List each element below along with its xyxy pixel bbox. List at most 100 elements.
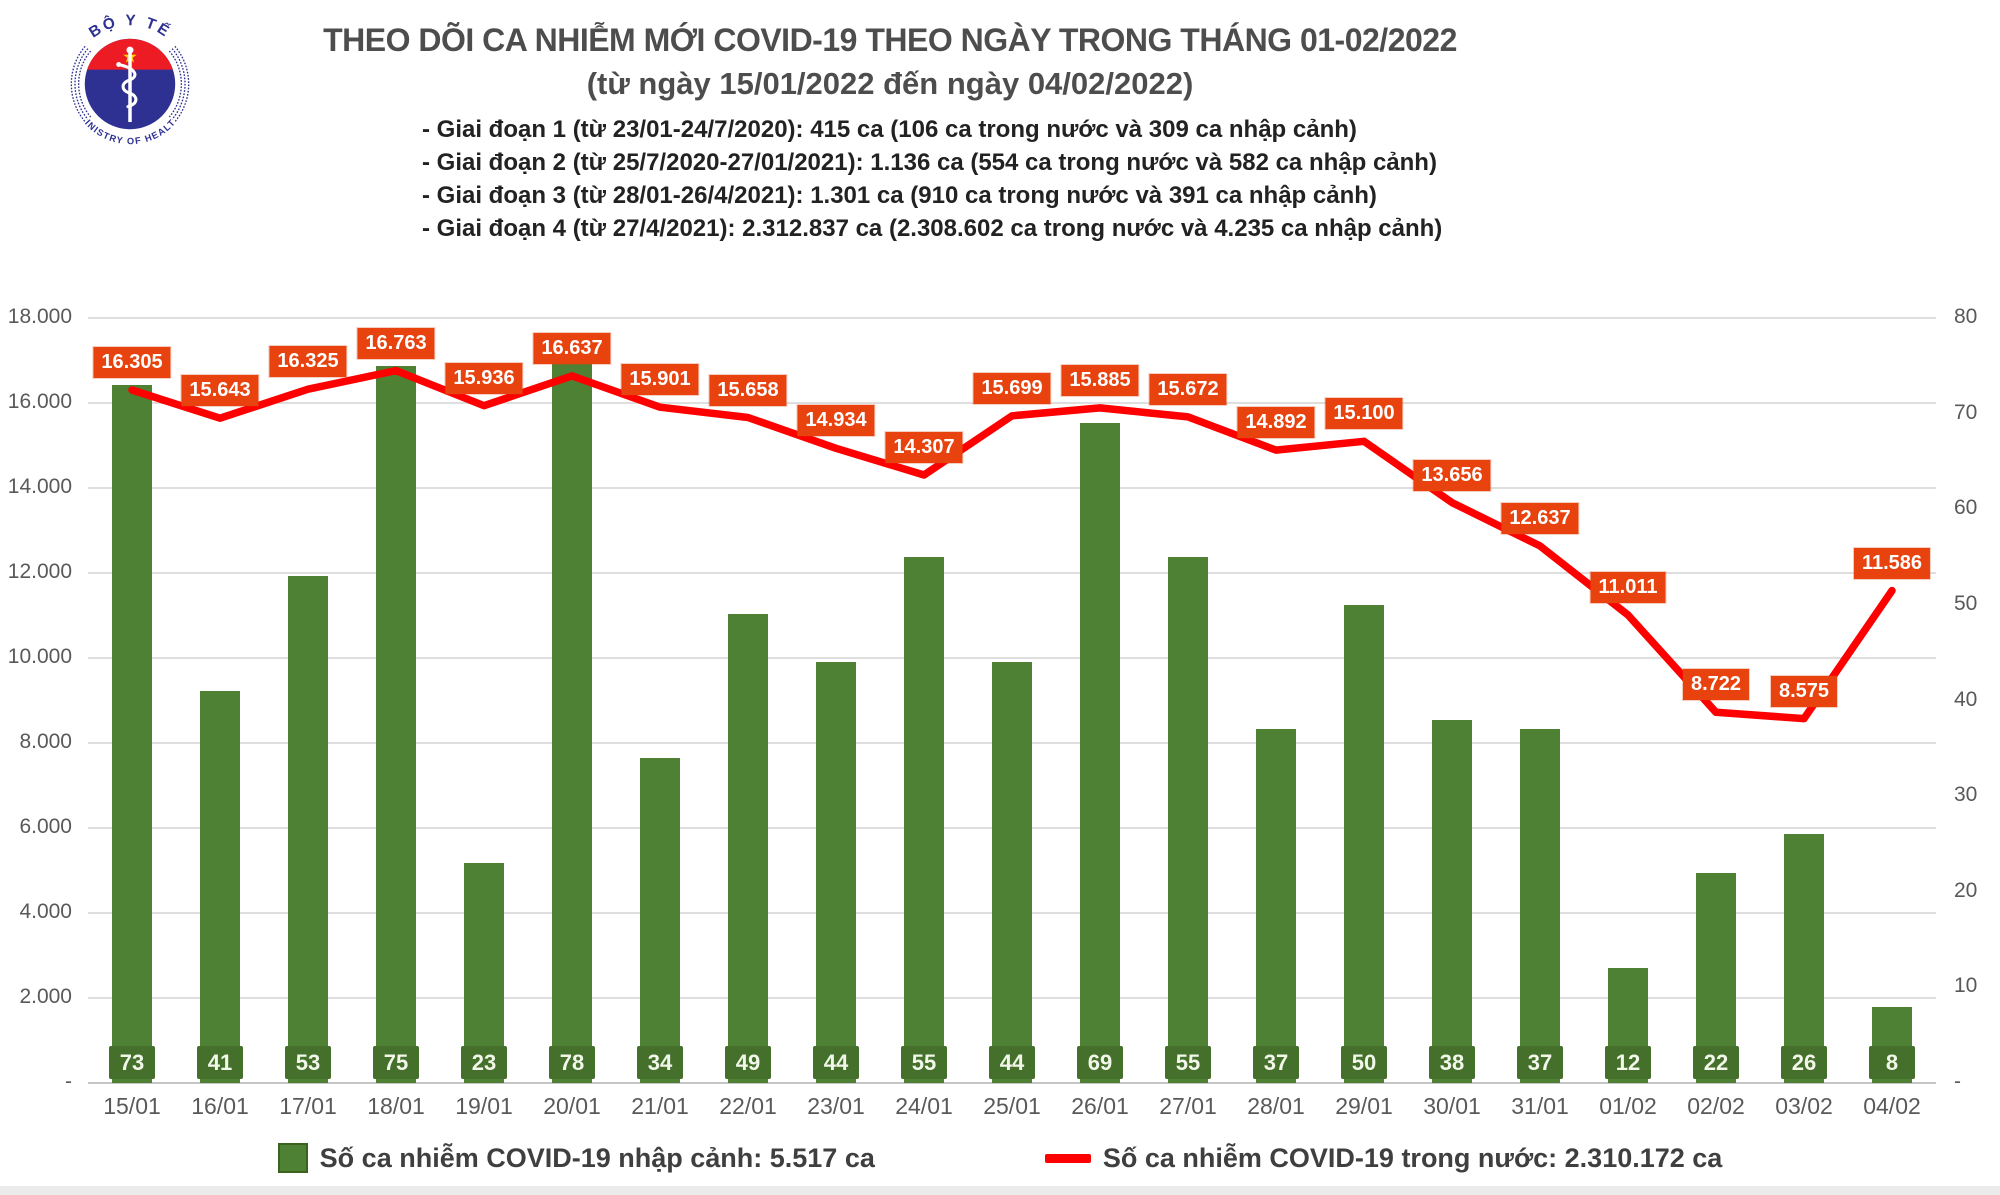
y-axis-left-tick: 12.000: [7, 560, 72, 583]
x-axis-date-label: 15/01: [103, 1093, 161, 1119]
imported-cases-value-label: 37: [1253, 1046, 1299, 1079]
y-axis-left-tick: 18.000: [7, 305, 72, 328]
x-axis-date-label: 20/01: [543, 1093, 601, 1119]
imported-cases-value-label: 34: [637, 1046, 683, 1079]
x-axis-date-label: 26/01: [1071, 1093, 1129, 1119]
phase-note-3: - Giai đoạn 3 (từ 28/01-26/4/2021): 1.30…: [422, 182, 1377, 209]
x-axis-date-label: 04/02: [1863, 1093, 1921, 1119]
y-axis-right-tick: 40: [1954, 687, 1978, 711]
domestic-cases-point-label: 14.892: [1237, 407, 1315, 439]
imported-cases-bar: [552, 337, 592, 1083]
imported-cases-bar: [1520, 729, 1560, 1083]
y-axis-right-tick: 30: [1954, 783, 1978, 807]
y-axis-left-tick: 8.000: [19, 730, 72, 753]
domestic-cases-point-label: 14.934: [797, 405, 875, 437]
domestic-cases-point-label: 8.722: [1682, 669, 1750, 701]
y-axis-left-tick: 16.000: [7, 390, 72, 413]
imported-cases-value-label: 41: [197, 1046, 243, 1079]
gridline: [88, 317, 1936, 319]
domestic-cases-point-label: 15.658: [709, 374, 787, 406]
imported-cases-bar: [1432, 719, 1472, 1083]
y-axis-right-tick: -: [1954, 1070, 1961, 1093]
x-axis-date-label: 31/01: [1511, 1093, 1569, 1119]
ministry-of-health-logo: BỘ Y TẾ MINISTRY OF HEALTH ★: [70, 12, 190, 146]
logo-asclepius-rod-icon: [116, 46, 138, 123]
y-axis-right-tick: 20: [1954, 878, 1978, 902]
legend-item-domestic: Số ca nhiễm COVID-19 trong nước: 2.310.1…: [1044, 1142, 1723, 1174]
domestic-line-swatch-icon: [1044, 1153, 1091, 1163]
imported-cases-value-label: 75: [373, 1046, 419, 1079]
chart-subtitle: (từ ngày 15/01/2022 đến ngày 04/02/2022): [586, 66, 1194, 101]
domestic-cases-point-label: 16.763: [357, 327, 435, 359]
domestic-cases-point-label: 15.643: [181, 375, 259, 407]
domestic-cases-point-label: 15.885: [1061, 364, 1139, 396]
gridline: [88, 572, 1936, 574]
imported-cases-bar: [1168, 557, 1208, 1083]
domestic-cases-point-label: 16.325: [269, 346, 347, 378]
x-axis-date-label: 25/01: [983, 1093, 1041, 1119]
gridline: [88, 1082, 1936, 1084]
domestic-cases-point-label: 8.575: [1770, 675, 1838, 707]
legend-item-imported: Số ca nhiễm COVID-19 nhập cảnh: 5.517 ca: [277, 1142, 875, 1174]
imported-cases-bar: [1256, 729, 1296, 1083]
y-axis-left-tick: 6.000: [19, 815, 72, 838]
bottom-strip: [0, 1186, 2000, 1195]
imported-cases-bar: [728, 614, 768, 1083]
y-axis-right-tick: 70: [1954, 400, 1978, 424]
y-axis-left-tick: 14.000: [7, 475, 72, 498]
imported-cases-bar: [1080, 423, 1120, 1083]
x-axis-date-label: 30/01: [1423, 1093, 1481, 1119]
imported-cases-value-label: 38: [1429, 1046, 1475, 1079]
y-axis-right-tick: 60: [1954, 496, 1978, 520]
imported-cases-bar: [904, 557, 944, 1083]
phase-notes: - Giai đoạn 1 (từ 23/01-24/7/2020): 415 …: [422, 113, 1442, 245]
y-axis-left-tick: 2.000: [19, 985, 72, 1008]
x-axis-date-label: 23/01: [807, 1093, 865, 1119]
domestic-cases-point-label: 15.672: [1149, 373, 1227, 405]
imported-cases-bar: [112, 384, 152, 1083]
y-axis-right-tick: 50: [1954, 591, 1978, 615]
domestic-cases-point-label: 16.305: [93, 347, 171, 379]
imported-cases-bar: [288, 576, 328, 1083]
x-axis-date-label: 29/01: [1335, 1093, 1393, 1119]
legend-imported-label: Số ca nhiễm COVID-19 nhập cảnh: 5.517 ca: [319, 1142, 875, 1173]
imported-cases-value-label: 26: [1781, 1046, 1827, 1079]
x-axis-date-label: 22/01: [719, 1093, 777, 1119]
imported-bar-swatch-icon: [277, 1143, 308, 1173]
domestic-cases-point-label: 15.100: [1325, 398, 1403, 430]
domestic-cases-point-label: 15.699: [973, 372, 1051, 404]
x-axis-date-label: 01/02: [1599, 1093, 1657, 1119]
x-axis-date-label: 18/01: [367, 1093, 425, 1119]
phase-note-4: - Giai đoạn 4 (từ 27/4/2021): 2.312.837 …: [422, 215, 1443, 242]
imported-cases-value-label: 55: [901, 1046, 947, 1079]
domestic-cases-point-label: 15.936: [445, 362, 523, 394]
domestic-cases-point-label: 12.637: [1501, 502, 1579, 534]
imported-cases-bar: [640, 757, 680, 1083]
imported-cases-bar: [1784, 834, 1824, 1083]
domestic-cases-point-label: 15.901: [621, 364, 699, 396]
y-axis-left-tick: -: [65, 1070, 72, 1093]
imported-cases-value-label: 44: [813, 1046, 859, 1079]
imported-cases-value-label: 78: [549, 1046, 595, 1079]
imported-cases-bar: [200, 690, 240, 1083]
imported-cases-value-label: 55: [1165, 1046, 1211, 1079]
x-axis-date-label: 21/01: [631, 1093, 689, 1119]
imported-cases-value-label: 23: [461, 1046, 507, 1079]
gridline: [88, 487, 1936, 489]
domestic-cases-point-label: 11.011: [1590, 572, 1666, 604]
legend-domestic-label: Số ca nhiễm COVID-19 trong nước: 2.310.1…: [1102, 1142, 1723, 1173]
x-axis-date-label: 19/01: [455, 1093, 513, 1119]
imported-cases-value-label: 50: [1341, 1046, 1387, 1079]
domestic-cases-point-label: 14.307: [885, 431, 963, 463]
imported-cases-bar: [816, 662, 856, 1083]
gridline: [88, 657, 1936, 659]
x-axis-date-label: 02/02: [1687, 1093, 1745, 1119]
imported-cases-value-label: 12: [1605, 1046, 1651, 1079]
imported-cases-value-label: 44: [989, 1046, 1035, 1079]
imported-cases-value-label: 73: [109, 1046, 155, 1079]
imported-cases-value-label: 69: [1077, 1046, 1123, 1079]
x-axis-date-label: 28/01: [1247, 1093, 1305, 1119]
x-axis-date-label: 24/01: [895, 1093, 953, 1119]
x-axis-date-label: 16/01: [191, 1093, 249, 1119]
